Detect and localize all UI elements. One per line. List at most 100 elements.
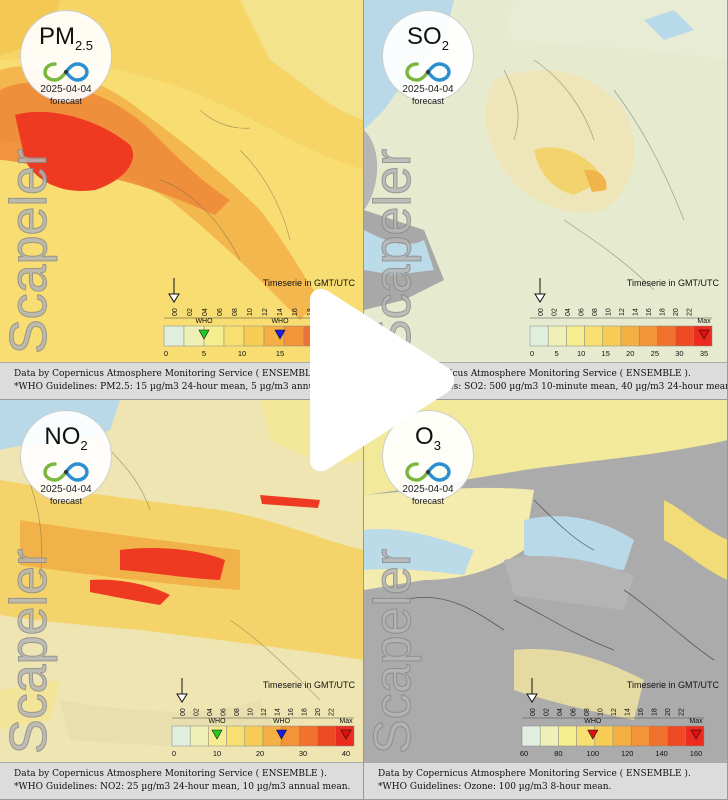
panel-no2: Scapeler NO2 2025-04-04 forecast Timeser… <box>0 400 364 800</box>
legend-color-band <box>243 325 265 347</box>
legend-color-band <box>521 725 541 747</box>
hour-tick-label: 08 <box>592 308 599 316</box>
no2-footer: Data by Copernicus Atmosphere Monitoring… <box>0 762 363 799</box>
scale-label: 25 <box>651 349 659 358</box>
pollutant-title: O3 <box>415 423 441 453</box>
hour-tick-label: 08 <box>234 708 241 716</box>
legend-color-band <box>547 325 567 347</box>
scale-label: 10 <box>213 749 221 758</box>
hour-tick-label: 10 <box>598 708 605 716</box>
o3-footer: Data by Copernicus Atmosphere Monitoring… <box>364 762 727 799</box>
hour-tick-label: 12 <box>611 708 618 716</box>
hour-tick-label: 02 <box>552 308 559 316</box>
footer-who-guidelines: *WHO Guidelines: PM2.5: 15 µg/m3 24-hour… <box>14 382 354 392</box>
hour-tick-label: 20 <box>673 308 680 316</box>
hour-tick-label: 10 <box>606 308 613 316</box>
max-marker <box>698 329 710 340</box>
footer-who-guidelines: *WHO Guidelines: Ozone: 100 µg/m3 8-hour… <box>378 782 612 792</box>
play-icon[interactable] <box>298 286 458 474</box>
pollutant-title: NO2 <box>44 423 88 453</box>
hour-tick-label: 16 <box>288 708 295 716</box>
timeserie-label: Timeserie in GMT/UTC <box>262 278 355 288</box>
forecast-mode: forecast <box>411 95 444 106</box>
forecast-date: 2025-04-04 <box>40 483 92 495</box>
legend-color-band <box>244 725 264 747</box>
scale-label: 30 <box>675 349 683 358</box>
hour-tick-label: 12 <box>261 708 268 716</box>
hour-tick-label: 16 <box>292 308 299 316</box>
pollutant-badge: O3 2025-04-04 forecast <box>382 410 474 506</box>
scale-label: 160 <box>690 749 703 758</box>
forecast-mode: forecast <box>49 95 82 106</box>
legend-color-band <box>630 725 650 747</box>
hour-tick-label: 04 <box>557 708 564 716</box>
footer-source: Data by Copernicus Atmosphere Monitoring… <box>378 769 691 779</box>
legend-color-band <box>299 725 318 747</box>
timeserie-label: Timeserie in GMT/UTC <box>262 680 355 690</box>
legend-color-band <box>183 325 205 347</box>
hour-tick-label: 22 <box>329 708 336 716</box>
footer-source: Data by Copernicus Atmosphere Monitoring… <box>14 769 327 779</box>
arrow-down-icon <box>526 693 538 703</box>
cams-logo-icon <box>43 62 89 82</box>
pollutant-title: SO2 <box>407 23 449 53</box>
hour-tick-label: 14 <box>633 308 640 316</box>
legend-color-band <box>558 725 577 747</box>
legend-color-band <box>612 725 632 747</box>
legend-color-band <box>529 325 549 347</box>
legend-color-band <box>226 725 246 747</box>
max-label: Max <box>339 718 353 725</box>
legend-color-band <box>280 725 300 747</box>
max-marker <box>690 729 702 740</box>
footer-who-guidelines: *WHO Guidelines: SO2: 500 µg/m3 10-minut… <box>378 382 728 392</box>
pm25-footer: Data by Copernicus Atmosphere Monitoring… <box>0 362 363 399</box>
hour-tick-label: 20 <box>315 708 322 716</box>
scale-label: 5 <box>202 349 206 358</box>
hour-tick-label: 06 <box>571 708 578 716</box>
hour-tick-label: 00 <box>172 308 179 316</box>
hour-tick-label: 04 <box>202 308 209 316</box>
hour-tick-label: 14 <box>275 708 282 716</box>
legend-color-band <box>638 325 658 347</box>
hour-tick-label: 22 <box>687 308 694 316</box>
hour-tick-label: 06 <box>217 308 224 316</box>
hour-tick-label: 22 <box>679 708 686 716</box>
scale-label: 0 <box>530 349 534 358</box>
who-marker <box>587 729 599 740</box>
hour-tick-label: 14 <box>277 308 284 316</box>
max-label: Max <box>689 718 703 725</box>
hour-tick-label: 04 <box>565 308 572 316</box>
forecast-date: 2025-04-04 <box>402 83 454 95</box>
scale-label: 20 <box>626 349 634 358</box>
legend-color-band <box>171 725 191 747</box>
cams-logo-icon <box>43 462 89 482</box>
hour-tick-label: 00 <box>530 708 537 716</box>
hour-tick-label: 16 <box>646 308 653 316</box>
who-marker-label: WHO <box>208 718 226 725</box>
max-marker <box>340 729 352 740</box>
hour-tick-label: 18 <box>652 708 659 716</box>
legend-color-band <box>203 325 225 347</box>
footer-source: Data by Copernicus Atmosphere Monitoring… <box>378 369 691 379</box>
hour-tick-label: 08 <box>584 708 591 716</box>
hour-tick-label: 06 <box>221 708 228 716</box>
legend-color-band <box>163 325 185 347</box>
hour-tick-label: 02 <box>187 308 194 316</box>
hour-tick-label: 10 <box>248 708 255 716</box>
pollutant-title: PM2.5 <box>38 23 94 53</box>
hour-tick-label: 20 <box>665 708 672 716</box>
forecast-mode: forecast <box>411 495 444 506</box>
cams-logo-icon <box>405 62 451 82</box>
legend-color-band <box>539 725 559 747</box>
footer-source: Data by Copernicus Atmosphere Monitoring… <box>14 369 327 379</box>
scale-label: 35 <box>700 349 708 358</box>
max-label: Max <box>697 318 711 325</box>
pollutant-badge: NO2 2025-04-04 forecast <box>20 410 112 506</box>
legend-color-band <box>602 325 622 347</box>
scale-label: 30 <box>299 749 307 758</box>
panel-pm25: Scapeler PM2.5 2025-04-04 forecast Times… <box>0 0 364 400</box>
scale-label: 40 <box>342 749 350 758</box>
arrow-down-icon <box>168 293 180 303</box>
legend-color-band <box>584 325 604 347</box>
